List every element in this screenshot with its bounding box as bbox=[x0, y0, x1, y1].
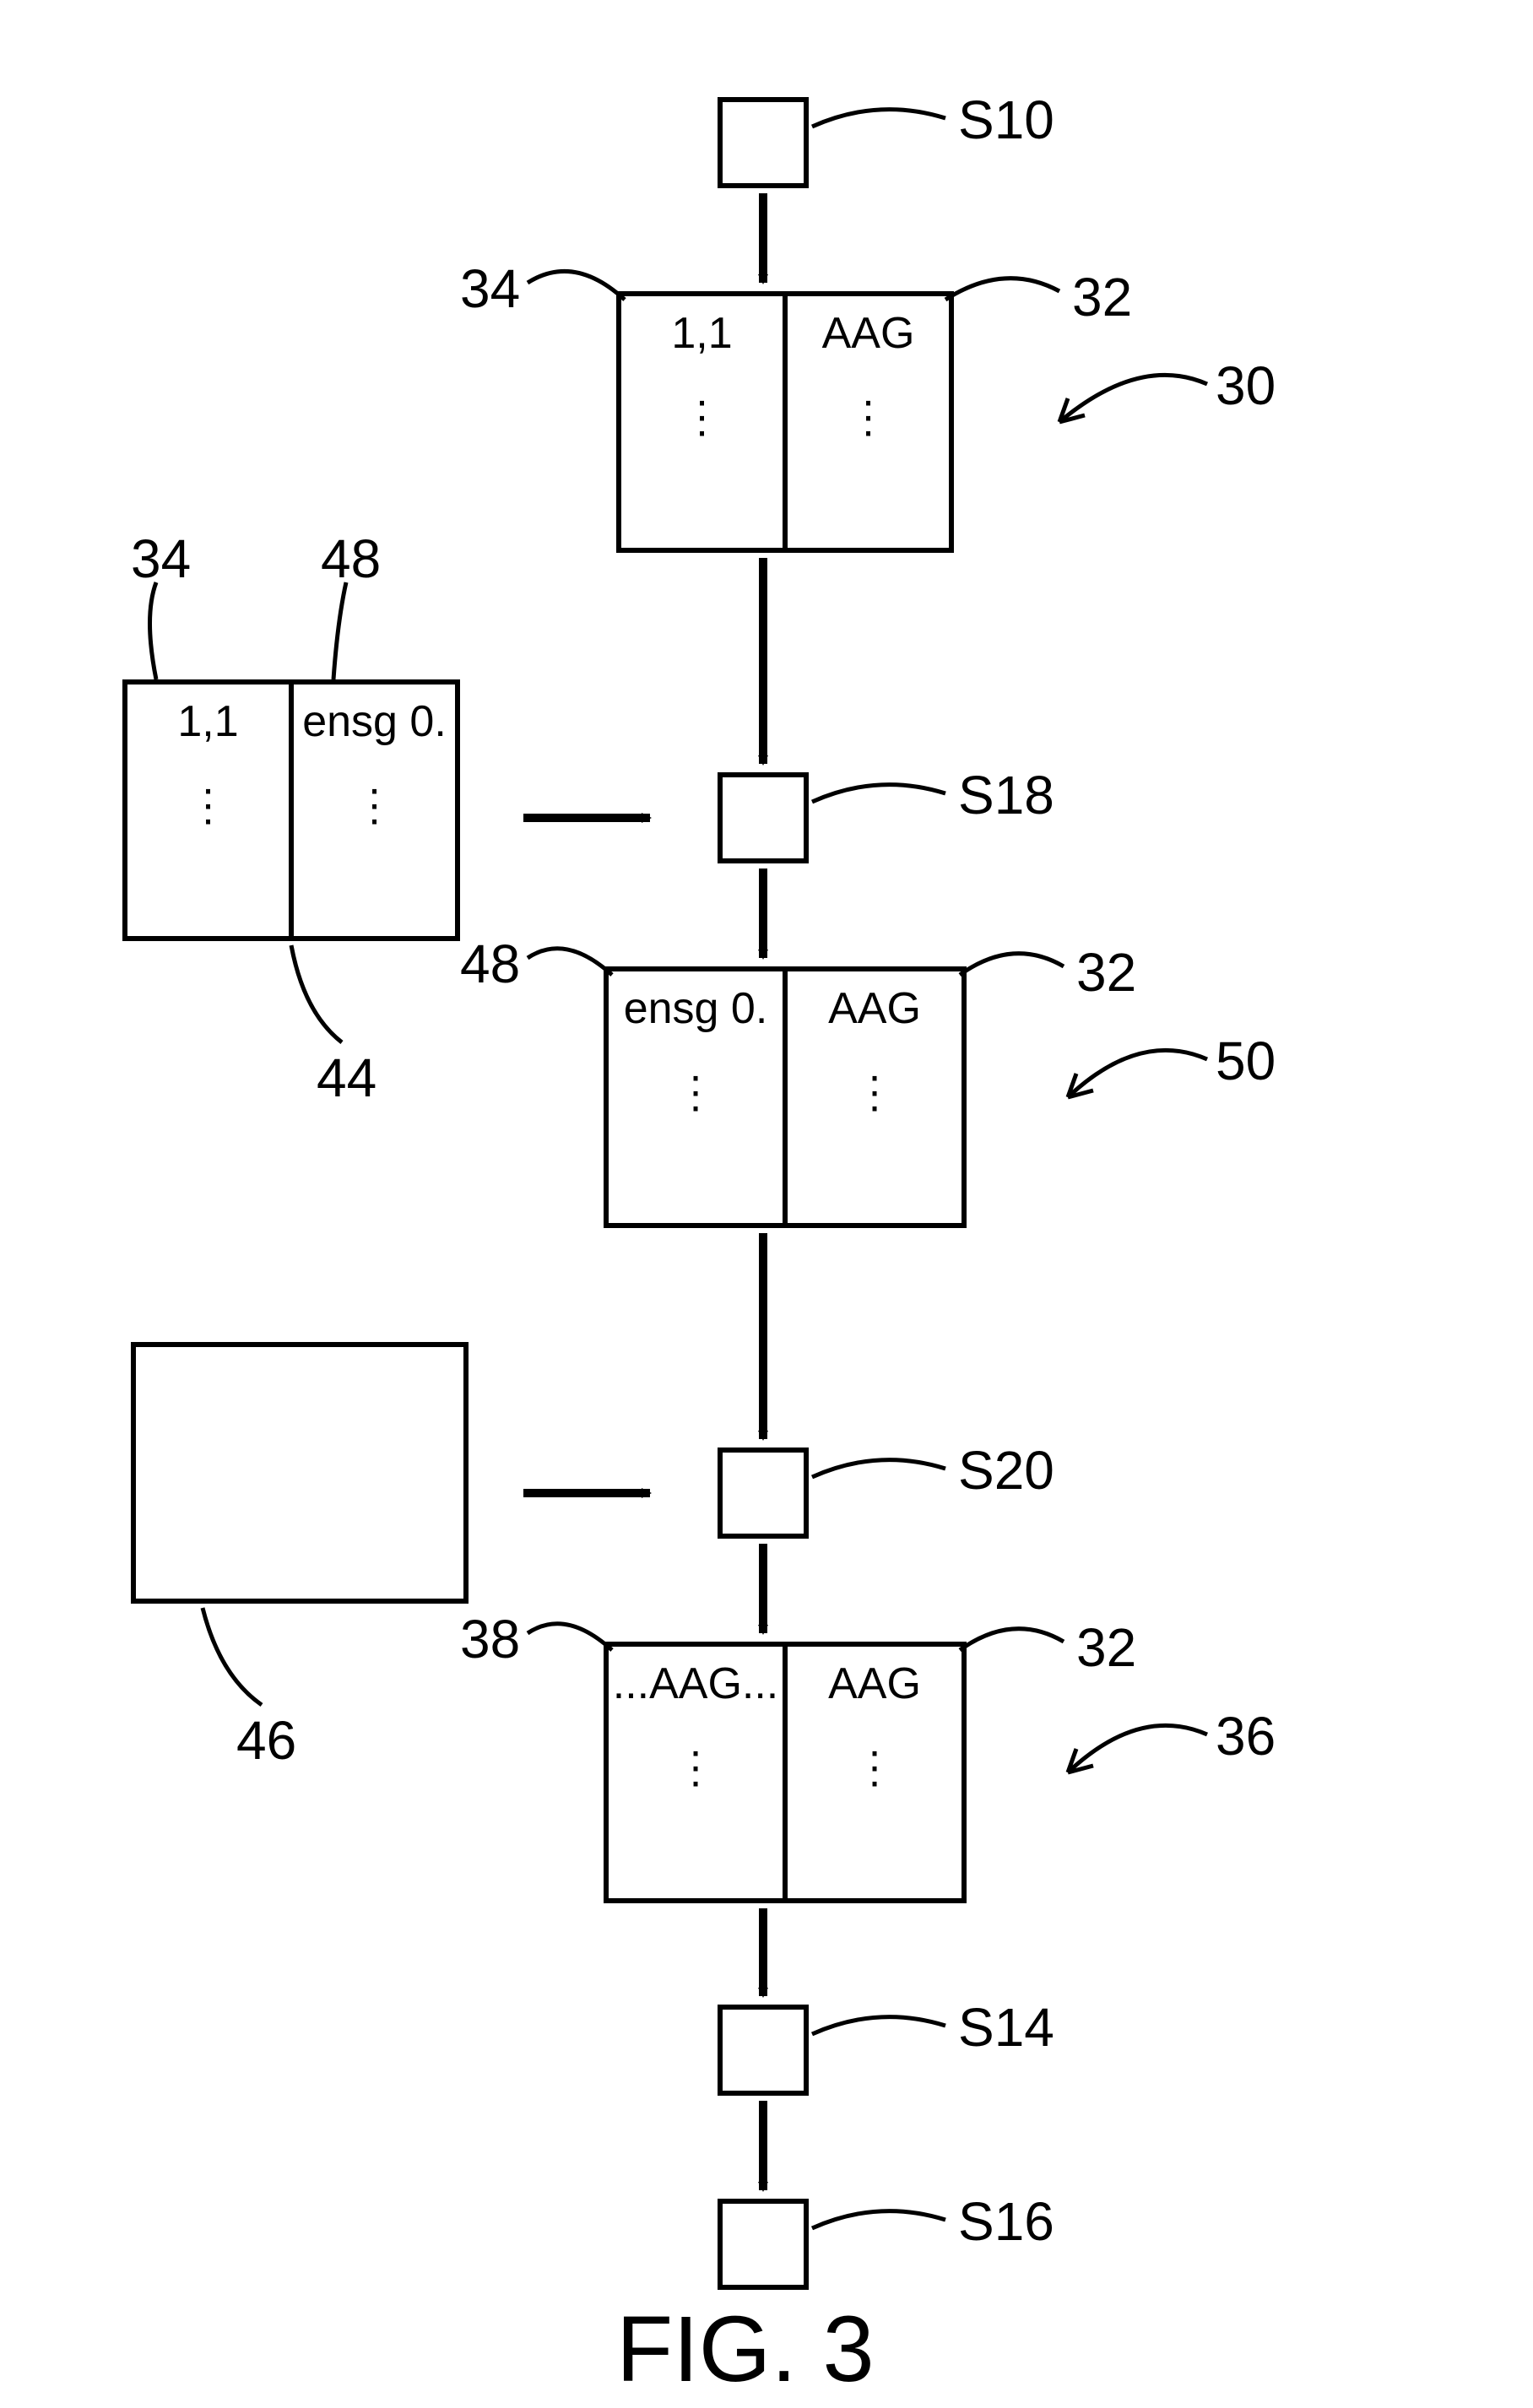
diagram-canvas: 1,1 ··· AAG ··· 1,1 ··· ensg 0. ··· ensg… bbox=[0, 0, 1533, 2408]
label-s18: S18 bbox=[958, 768, 1054, 822]
label-36: 36 bbox=[1216, 1709, 1276, 1763]
label-32c: 32 bbox=[1076, 1621, 1136, 1675]
label-34a: 34 bbox=[460, 262, 520, 316]
label-34b: 34 bbox=[131, 532, 191, 586]
label-s14: S14 bbox=[958, 2000, 1054, 2054]
label-48a: 48 bbox=[321, 532, 381, 586]
figure-caption: FIG. 3 bbox=[616, 2296, 875, 2403]
label-s16: S16 bbox=[958, 2194, 1054, 2248]
label-38: 38 bbox=[460, 1612, 520, 1666]
label-48b: 48 bbox=[460, 937, 520, 991]
label-44: 44 bbox=[317, 1051, 376, 1105]
label-46: 46 bbox=[236, 1713, 296, 1767]
label-s20: S20 bbox=[958, 1443, 1054, 1497]
label-32b: 32 bbox=[1076, 945, 1136, 999]
label-50: 50 bbox=[1216, 1034, 1276, 1088]
label-30: 30 bbox=[1216, 359, 1276, 413]
label-32a: 32 bbox=[1072, 270, 1132, 324]
leader-lines bbox=[0, 0, 1533, 2408]
label-s10: S10 bbox=[958, 93, 1054, 147]
